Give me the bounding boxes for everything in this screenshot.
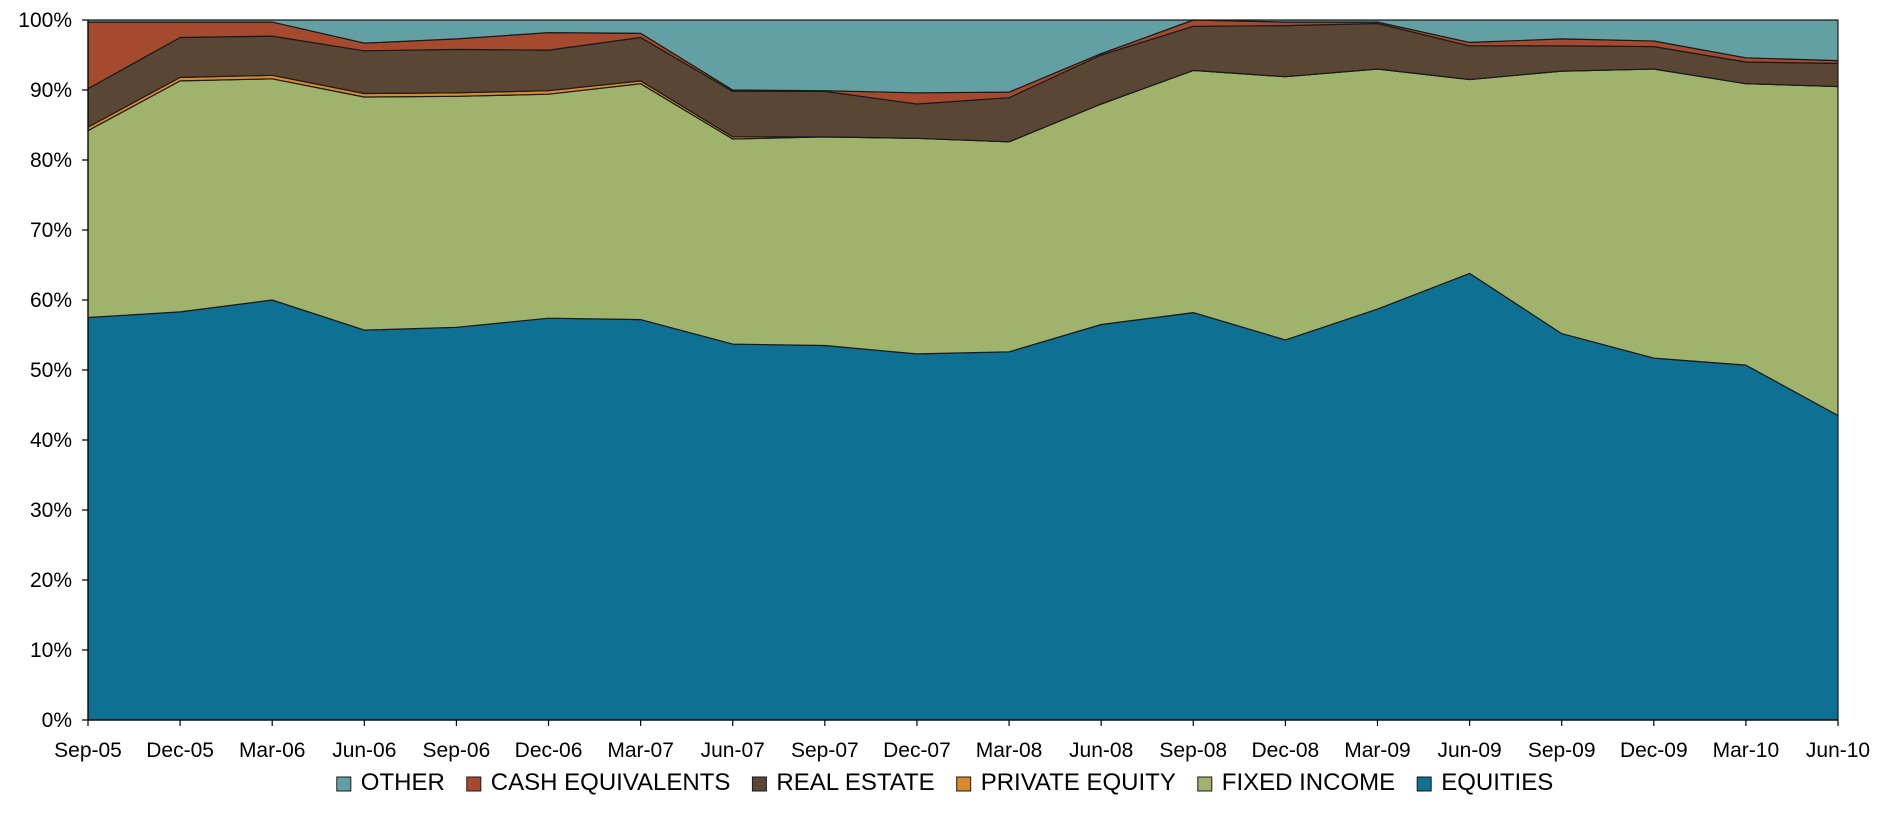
legend-label: OTHER [361,769,445,796]
legend-label: FIXED INCOME [1222,769,1395,796]
y-tick-label: 80% [30,149,72,172]
y-tick-label: 100% [18,9,72,32]
y-tick-label: 10% [30,639,72,662]
legend-swatch [956,776,972,792]
legend-item-other: OTHER [336,769,445,796]
legend-item-real-estate: REAL ESTATE [751,769,935,796]
legend-swatch [336,776,352,792]
x-tick-label: Sep-06 [423,739,491,762]
x-tick-label: Dec-07 [883,739,951,762]
series-areas [87,19,1839,721]
series-area-other [87,19,1839,94]
x-tick-label: Mar-06 [239,739,306,762]
y-tick-label: 50% [30,359,72,382]
legend-label: PRIVATE EQUITY [981,769,1176,796]
x-axis-ticks: Sep-05 Dec-05 Mar-06 Jun-06 Sep-06 Dec-06 Mar-… [54,720,1870,762]
x-tick-label: Jun-09 [1437,739,1501,762]
legend: OTHER CASH EQUIVALENTS REAL ESTATE PRIVATE … [336,769,1553,796]
x-tick-label: Sep-05 [54,739,122,762]
y-tick-label: 0% [42,709,72,732]
x-tick-label: Mar-09 [1344,739,1411,762]
x-tick-label: Mar-08 [976,739,1043,762]
x-tick-label: Dec-08 [1252,739,1320,762]
legend-label: EQUITIES [1441,769,1553,796]
y-tick-label: 90% [30,79,72,102]
x-tick-label: Sep-07 [791,739,859,762]
x-tick-label: Dec-06 [515,739,583,762]
legend-swatch [1197,776,1213,792]
x-tick-label: Jun-08 [1069,739,1133,762]
legend-label: REAL ESTATE [776,769,934,796]
legend-item-cash-equivalents: CASH EQUIVALENTS [466,769,731,796]
legend-swatch [466,776,482,792]
legend-swatch [751,776,767,792]
x-tick-label: Mar-10 [1713,739,1780,762]
y-tick-label: 40% [30,429,72,452]
y-tick-label: 20% [30,569,72,592]
legend-item-private-equity: PRIVATE EQUITY [956,769,1176,796]
x-tick-label: Sep-09 [1528,739,1596,762]
legend-swatch [1416,776,1432,792]
x-tick-label: Dec-09 [1620,739,1688,762]
x-tick-label: Jun-10 [1806,739,1870,762]
y-tick-label: 30% [30,499,72,522]
x-tick-label: Jun-06 [332,739,396,762]
x-tick-label: Jun-07 [701,739,765,762]
legend-item-equities: EQUITIES [1416,769,1553,796]
y-tick-label: 70% [30,219,72,242]
x-tick-label: Mar-07 [607,739,674,762]
y-tick-label: 60% [30,289,72,312]
x-tick-label: Dec-05 [146,739,214,762]
x-tick-label: Sep-08 [1159,739,1227,762]
legend-label: CASH EQUIVALENTS [491,769,731,796]
y-axis-ticks: 0% 10% 20% 30% 40% 50% 60% 70% 80% 90% 100% [18,9,88,732]
legend-item-fixed-income: FIXED INCOME [1197,769,1395,796]
